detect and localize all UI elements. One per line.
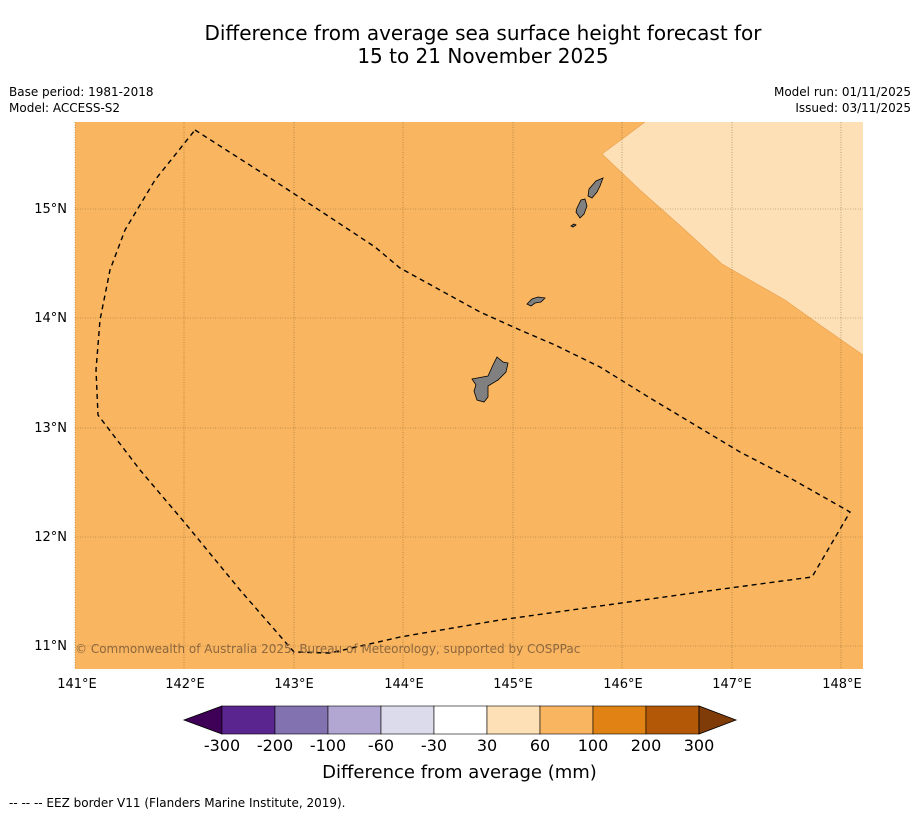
colorbar-segment (221, 705, 276, 735)
anomaly-region-30-60 (602, 122, 863, 355)
colorbar-segment (645, 705, 700, 735)
colorbar-segment (327, 705, 382, 735)
eez-legend-note: -- -- -- EEZ border V11 (Flanders Marine… (9, 796, 346, 810)
lat-label: 11°N (34, 639, 67, 654)
islands (471, 177, 604, 403)
colorbar-segment (380, 705, 435, 735)
anomaly-contour (601, 121, 864, 356)
model-run: Model run: 01/11/2025 (773, 85, 911, 99)
lat-label: 15°N (34, 202, 67, 217)
colorbar-tick-label: 300 (684, 736, 715, 755)
colorbar-tick-label: 60 (530, 736, 550, 755)
island-tinian (575, 198, 588, 219)
lat-labels: 15°N 14°N 13°N 12°N 11°N (34, 202, 67, 654)
lon-label: 145°E (493, 677, 533, 692)
island-guam (471, 356, 509, 403)
lon-label: 146°E (603, 677, 643, 692)
lat-label: 14°N (34, 311, 67, 326)
lon-label: 141°E (57, 677, 97, 692)
title-line-2: 15 to 21 November 2025 (357, 44, 609, 68)
title-line-1: Difference from average sea surface heig… (204, 21, 762, 45)
meta-left: Base period: 1981-2018 Model: ACCESS-S2 (9, 84, 154, 116)
lon-label: 142°E (165, 677, 205, 692)
gridlines (74, 122, 863, 669)
lon-label: 147°E (712, 677, 752, 692)
colorbar-tick-label: -60 (368, 736, 394, 755)
model-name: Model: ACCESS-S2 (9, 101, 121, 115)
colorbar-tick-label: -30 (421, 736, 447, 755)
island-aguijan (570, 223, 577, 228)
colorbar-tick-label: 200 (631, 736, 662, 755)
lon-labels: 141°E 142°E 143°E 144°E 145°E 146°E 147°… (57, 677, 862, 692)
colorbar-label: Difference from average (mm) (322, 762, 597, 783)
colorbar-tick-label: 30 (477, 736, 497, 755)
lon-label: 144°E (384, 677, 424, 692)
lat-label: 13°N (34, 421, 67, 436)
colorbar-segment (592, 705, 647, 735)
colorbar-segment (274, 705, 329, 735)
meta-right: Model run: 01/11/2025 Issued: 03/11/2025 (774, 84, 911, 116)
colorbar-extend-high (698, 705, 738, 735)
lat-label: 12°N (34, 530, 67, 545)
colorbar-tick-label: -300 (204, 736, 240, 755)
island-rota (526, 296, 546, 307)
map-title: Difference from average sea surface heig… (0, 22, 919, 68)
issued-date: Issued: 03/11/2025 (795, 101, 911, 115)
copyright-text: © Commonwealth of Australia 2025, Bureau… (75, 642, 580, 656)
lon-label: 143°E (274, 677, 314, 692)
colorbar-tick-label: 100 (578, 736, 609, 755)
island-saipan (587, 177, 604, 199)
lon-label: 148°E (822, 677, 862, 692)
colorbar-extend-low (182, 705, 223, 735)
colorbar-segment (539, 705, 594, 735)
colorbar-segment (486, 705, 541, 735)
colorbar: -300 -200 -100 -60 -30 30 60 100 200 300 (182, 705, 738, 755)
base-period: Base period: 1981-2018 (9, 85, 154, 99)
eez-border (95, 129, 851, 654)
colorbar-tick-label: -100 (310, 736, 346, 755)
colorbar-tick-label: -200 (257, 736, 293, 755)
colorbar-segment (433, 705, 488, 735)
